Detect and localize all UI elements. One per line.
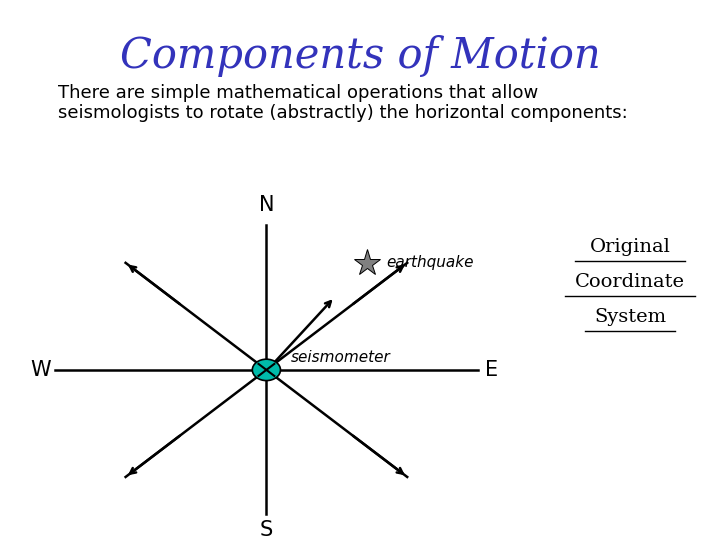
Text: earthquake: earthquake	[386, 255, 474, 271]
Circle shape	[252, 359, 281, 381]
Text: System: System	[594, 308, 666, 326]
Text: E: E	[485, 360, 498, 380]
Text: Components of Motion: Components of Motion	[120, 35, 600, 77]
Text: Original: Original	[590, 238, 670, 255]
Text: N: N	[258, 194, 274, 215]
Text: There are simple mathematical operations that allow
seismologists to rotate (abs: There are simple mathematical operations…	[58, 84, 627, 123]
Text: W: W	[31, 360, 51, 380]
Text: Coordinate: Coordinate	[575, 273, 685, 291]
Text: S: S	[260, 520, 273, 540]
Text: seismometer: seismometer	[291, 349, 391, 364]
